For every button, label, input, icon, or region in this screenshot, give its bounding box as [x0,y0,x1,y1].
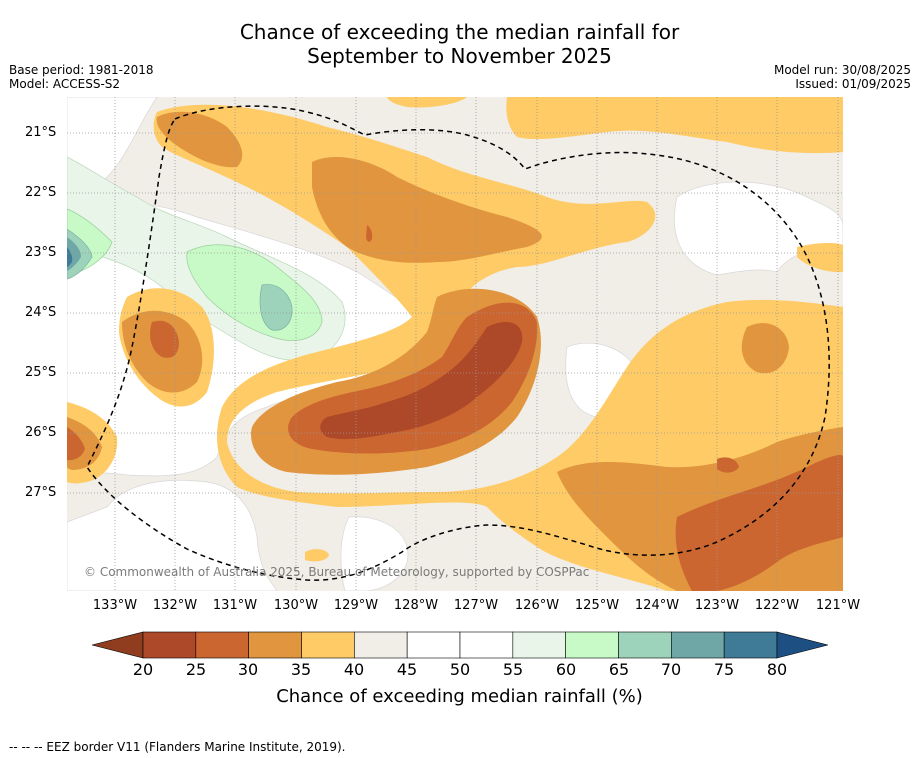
colorbar-tick-label: 70 [660,660,682,679]
colorbar-tick-label: 65 [608,660,630,679]
colorbar-bin [248,631,302,659]
colorbar-tick-label: 30 [237,660,259,679]
map-title-line1: Chance of exceeding the median rainfall … [239,20,680,44]
colorbar-under-arrow [91,631,144,659]
graticule [67,97,843,591]
issued-text: Issued: 01/09/2025 [795,77,911,91]
colorbar-over-arrow [776,631,829,659]
colorbar-bin [195,631,249,659]
map-title-line2: September to November 2025 [307,44,612,68]
lon-label: 127°W [453,598,499,613]
colorbar-tick-label: 50 [449,660,471,679]
rainfall-map [67,97,843,591]
colorbar-bin [565,631,619,659]
lat-label: 23°S [25,245,57,260]
lon-label: 132°W [152,598,198,613]
colorbar-tick-label: 55 [502,660,524,679]
lon-label: 131°W [212,598,258,613]
colorbar-bin [723,631,778,659]
lon-label: 129°W [333,598,379,613]
colorbar-tick-label: 25 [185,660,207,679]
lat-label: 26°S [25,425,57,440]
colorbar-bin [142,631,197,659]
colorbar-tick-label: 35 [290,660,312,679]
colorbar-bin [354,631,408,659]
lon-label: 124°W [634,598,680,613]
colorbar-tick-label: 40 [343,660,365,679]
eez-border [86,105,830,581]
colorbar-bin [512,631,566,659]
lat-label: 21°S [25,125,57,140]
colorbar-tick-label: 20 [132,660,154,679]
colorbar-tick-label: 75 [713,660,735,679]
model-run-text: Model run: 30/08/2025 [773,63,911,77]
copyright-text: © Commonwealth of Australia 2025, Bureau… [84,565,590,579]
eez-legend-note: -- -- -- EEZ border V11 (Flanders Marine… [9,740,346,754]
darker-teal-region [67,247,73,267]
dark-orange-region [320,322,523,440]
lon-label: 121°W [815,598,861,613]
colorbar-title: Chance of exceeding median rainfall (%) [276,686,643,707]
colorbar-bin [406,631,461,659]
lat-label: 27°S [25,485,57,500]
lon-label: 128°W [393,598,439,613]
meta-right: Model run: 30/08/2025 Issued: 01/09/2025 [774,63,911,91]
colorbar [91,631,829,659]
lat-label: 24°S [25,305,57,320]
colorbar-bin [301,631,355,659]
lon-label: 123°W [694,598,740,613]
model-text: Model: ACCESS-S2 [9,77,121,91]
lon-label: 126°W [514,598,560,613]
colorbar-tick-label: 80 [766,660,788,679]
meta-left: Base period: 1981-2018 Model: ACCESS-S2 [9,63,154,91]
colorbar-bin [618,631,672,659]
map-title: Chance of exceeding the median rainfall … [0,20,919,68]
lon-label: 125°W [574,598,620,613]
lat-label: 22°S [25,185,57,200]
lon-label: 122°W [754,598,800,613]
lon-label: 130°W [273,598,319,613]
colorbar-bin [459,631,514,659]
lat-label: 25°S [25,365,57,380]
colorbar-bins [142,631,778,659]
base-period-text: Base period: 1981-2018 [9,63,154,77]
colorbar-bin [671,631,725,659]
lon-label: 133°W [92,598,138,613]
colorbar-tick-label: 45 [396,660,418,679]
colorbar-tick-label: 60 [555,660,577,679]
